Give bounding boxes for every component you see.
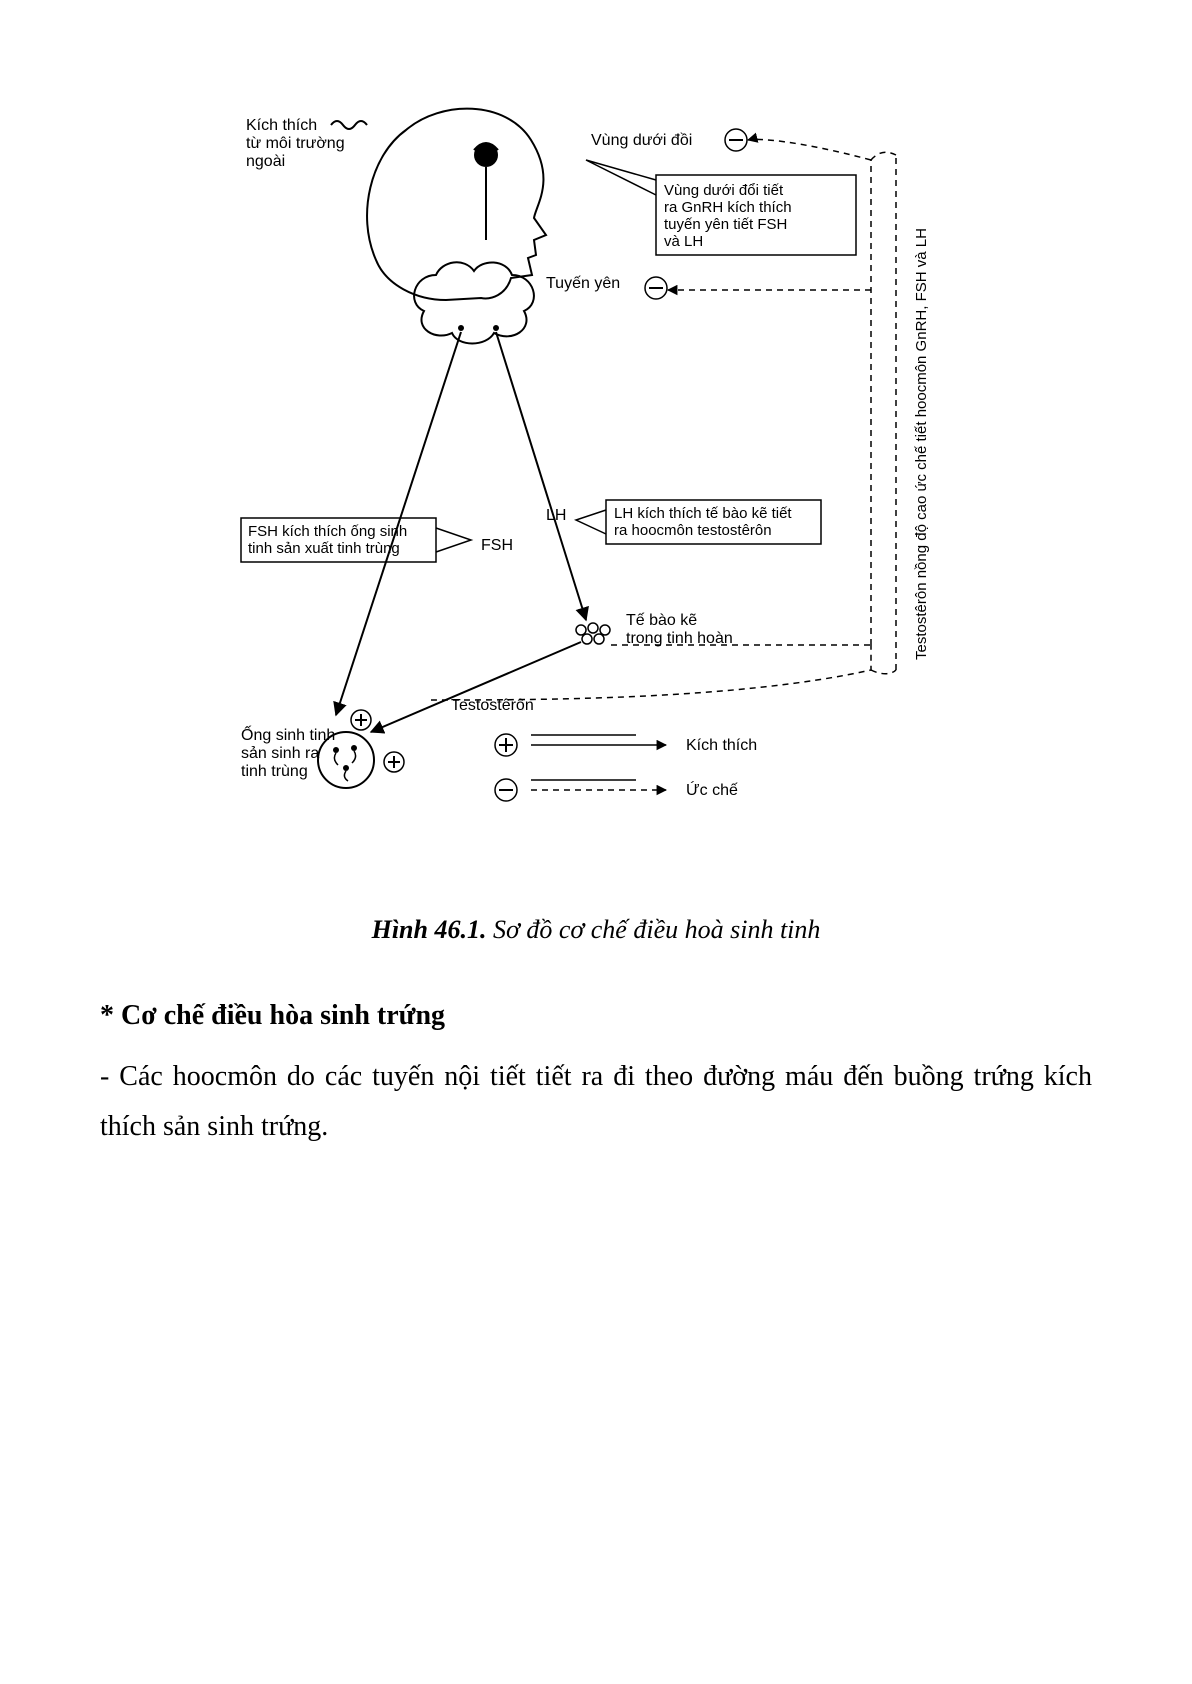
body-paragraph: - Các hoocmôn do các tuyến nội tiết tiết… bbox=[100, 1052, 1092, 1153]
lh-note-box: LH kích thích tế bào kẽ tiết ra hoocmôn … bbox=[576, 500, 821, 544]
plus-icon-testosterone bbox=[384, 752, 404, 772]
legend-inhib-text: Ức chế bbox=[686, 780, 738, 799]
diagram-container: Kích thích từ môi trường ngoài Vùng dưới… bbox=[236, 100, 956, 860]
figure-caption: Hình 46.1. Sơ đồ cơ chế điều hoà sinh ti… bbox=[100, 915, 1092, 945]
leydig-cells-icon bbox=[576, 623, 610, 644]
lh-text: LH bbox=[546, 507, 566, 524]
testosterone-arrow bbox=[371, 642, 581, 732]
feedback-to-hypothalamus bbox=[748, 139, 871, 160]
feedback-text: Testostêrôn nồng độ cao ức chế tiết hooc… bbox=[913, 228, 930, 660]
svg-text:FSH kích thích ống sinh: FSH kích thích ống sinh tinh sản xuất ti… bbox=[248, 523, 411, 557]
gnrh-note-box: Vùng dưới đổi tiết ra GnRH kích thích tu… bbox=[586, 160, 856, 255]
tubule-label: Ống sinh tinh sản sinh ra tinh trùng bbox=[241, 724, 340, 780]
feedback-dash-2 bbox=[431, 645, 871, 700]
svg-text:Vùng dưới đổi tiết r: Vùng dưới đổi tiết ra GnRH kích thích tu… bbox=[664, 182, 796, 250]
minus-icon-pituitary bbox=[645, 277, 667, 299]
fsh-text: FSH bbox=[481, 537, 513, 554]
leydig-label: Tế bào kẽ trong tinh hoàn bbox=[626, 612, 733, 647]
figure-title: Sơ đồ cơ chế điều hoà sinh tinh bbox=[493, 915, 820, 944]
pituitary-icon bbox=[414, 262, 534, 343]
figure-label: Hình 46.1. bbox=[372, 915, 487, 944]
stimulus-squiggle bbox=[331, 121, 367, 129]
page: Kích thích từ môi trường ngoài Vùng dưới… bbox=[0, 0, 1192, 1684]
feedback-bottom-curve bbox=[871, 670, 896, 674]
minus-icon-hypothalamus bbox=[725, 129, 747, 151]
head-icon bbox=[367, 109, 546, 300]
regulation-diagram: Kích thích từ môi trường ngoài Vùng dưới… bbox=[236, 100, 956, 860]
legend-stim-text: Kích thích bbox=[686, 737, 757, 754]
lh-arrow bbox=[496, 332, 586, 620]
feedback-top-curve bbox=[871, 152, 896, 160]
section-heading: * Cơ chế điều hòa sinh trứng bbox=[100, 1000, 1092, 1032]
pituitary-label: Tuyến yên bbox=[546, 275, 620, 292]
stimulus-label: Kích thích từ môi trường ngoài bbox=[246, 117, 349, 170]
plus-icon-fsh bbox=[351, 710, 371, 730]
stimulus-line1: Kích thích bbox=[246, 117, 317, 134]
stimulus-line3: ngoài bbox=[246, 153, 285, 170]
stimulus-line2: từ môi trường bbox=[246, 135, 345, 152]
legend: Kích thích Ức chế bbox=[495, 734, 757, 801]
hypothalamus-label: Vùng dưới đồi bbox=[591, 132, 692, 149]
svg-text:LH kích thích tế bào kẽ tiết: LH kích thích tế bào kẽ tiết ra hoocmôn … bbox=[614, 505, 796, 539]
fsh-note-box: FSH kích thích ống sinh tinh sản xuất ti… bbox=[241, 518, 471, 562]
